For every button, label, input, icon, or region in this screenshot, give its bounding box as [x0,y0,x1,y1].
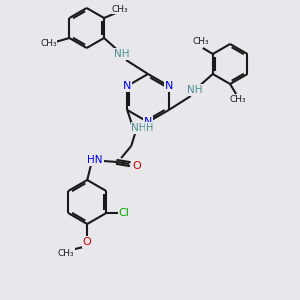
Text: CH₃: CH₃ [58,248,74,257]
Text: NH: NH [114,49,130,59]
Text: H: H [146,123,153,133]
Text: O: O [133,161,142,171]
Text: N: N [144,117,152,127]
Text: CH₃: CH₃ [112,4,128,14]
Text: NH: NH [187,85,203,95]
Text: CH₃: CH₃ [193,38,209,46]
Text: HN: HN [88,155,103,165]
Text: N: N [123,81,131,91]
Text: O: O [83,237,92,247]
Text: NH: NH [131,123,147,133]
Text: Cl: Cl [119,208,130,218]
Text: N: N [165,81,173,91]
Text: CH₃: CH₃ [230,95,246,104]
Text: CH₃: CH₃ [40,40,57,49]
